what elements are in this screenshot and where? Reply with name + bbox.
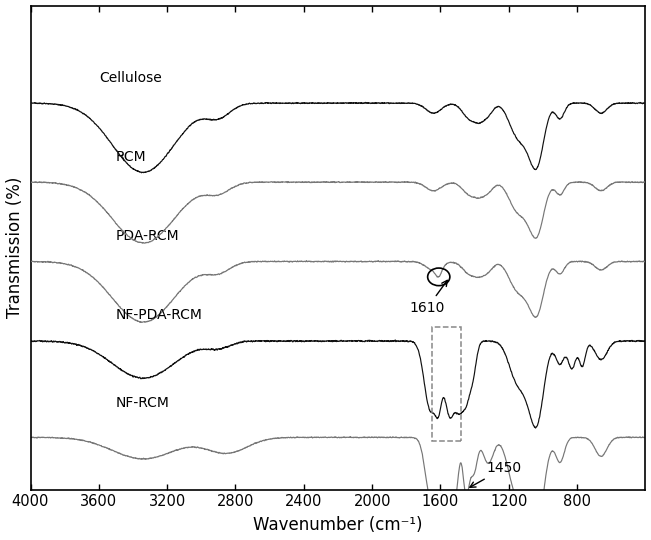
Text: 1610: 1610: [409, 280, 447, 315]
Text: NF-RCM: NF-RCM: [116, 396, 170, 410]
Y-axis label: Transmission (%): Transmission (%): [6, 177, 23, 318]
Text: PDA-RCM: PDA-RCM: [116, 229, 180, 243]
X-axis label: Wavenumber (cm⁻¹): Wavenumber (cm⁻¹): [253, 516, 422, 535]
Bar: [432, 327, 461, 441]
Text: NF-PDA-RCM: NF-PDA-RCM: [116, 308, 202, 322]
Text: RCM: RCM: [116, 150, 146, 164]
Text: 1450: 1450: [470, 461, 521, 487]
Text: 1625: 1625: [0, 539, 1, 540]
Text: Cellulose: Cellulose: [99, 71, 161, 85]
